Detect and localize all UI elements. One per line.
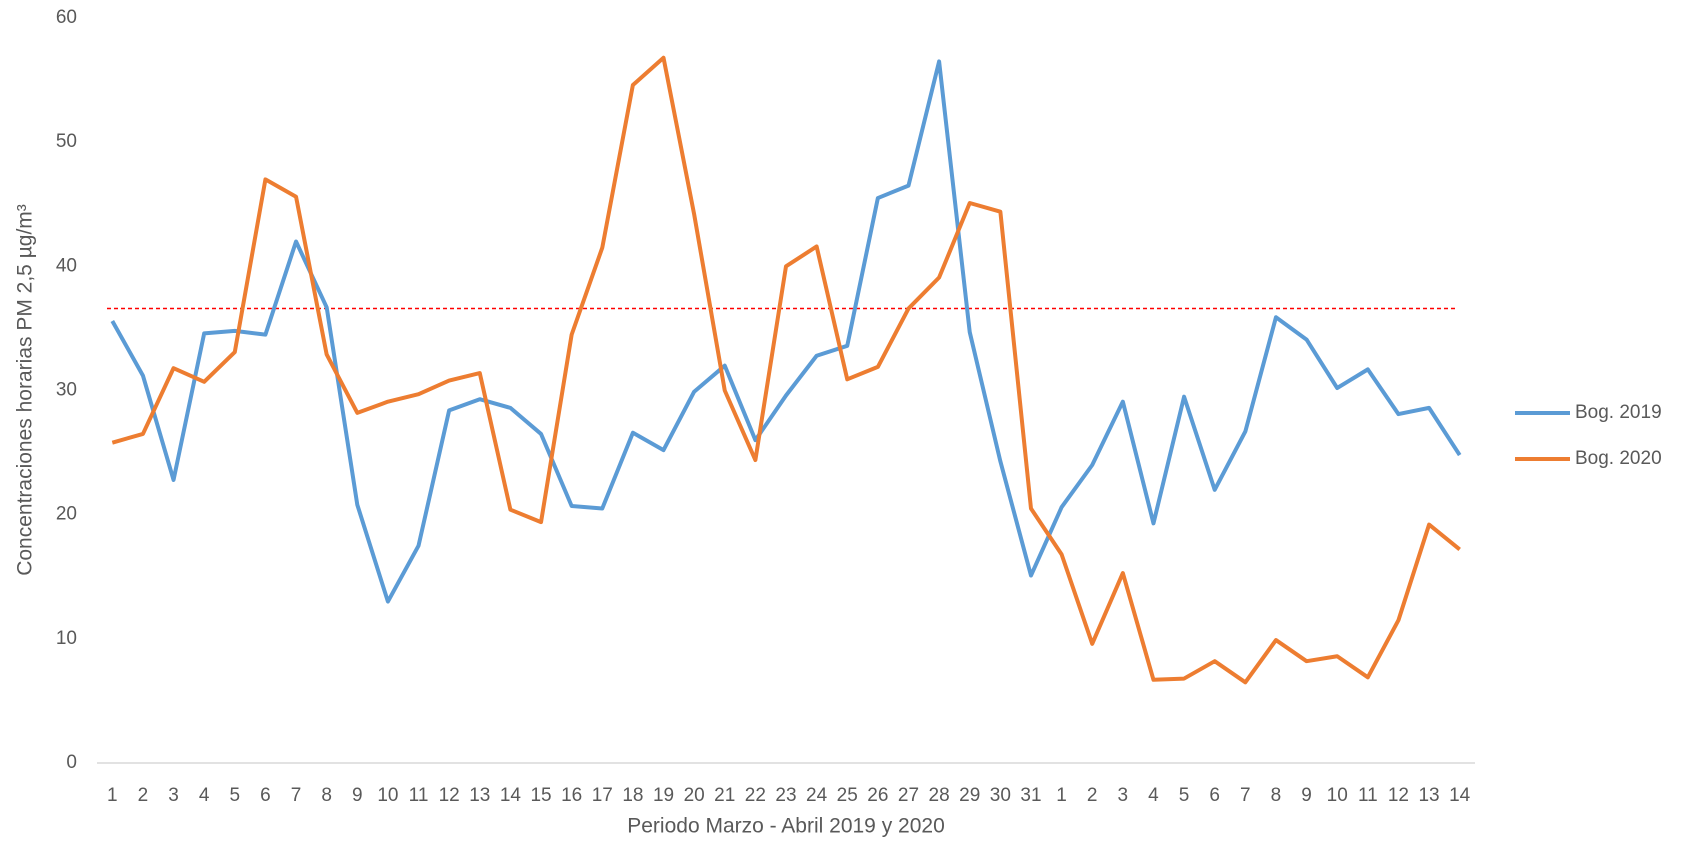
y-axis-title: Concentraciones horarias PM 2,5 µg/m³ [14, 204, 37, 576]
y-tick-label: 0 [66, 752, 77, 773]
legend-label: Bog. 2019 [1575, 402, 1662, 423]
x-tick-label: 5 [230, 785, 241, 806]
x-tick-label: 3 [168, 785, 179, 806]
x-tick-label: 15 [530, 785, 551, 806]
x-tick-label: 12 [439, 785, 460, 806]
x-tick-label: 11 [409, 785, 429, 806]
y-tick-label: 60 [56, 7, 77, 28]
x-tick-label: 11 [1358, 785, 1378, 806]
x-tick-label: 2 [138, 785, 149, 806]
x-tick-label: 26 [867, 785, 888, 806]
x-tick-label: 7 [291, 785, 302, 806]
x-tick-label: 13 [1418, 785, 1439, 806]
x-tick-label: 3 [1118, 785, 1129, 806]
x-tick-label: 21 [714, 785, 735, 806]
x-tick-label: 4 [199, 785, 210, 806]
x-tick-label: 14 [500, 785, 522, 806]
legend-label: Bog. 2020 [1575, 448, 1662, 469]
x-tick-label: 19 [653, 785, 674, 806]
x-tick-label: 18 [622, 785, 643, 806]
x-tick-label: 8 [321, 785, 332, 806]
x-tick-label: 13 [469, 785, 490, 806]
series-line [110, 59, 1462, 604]
x-tick-label: 8 [1271, 785, 1282, 806]
x-tick-label: 25 [837, 785, 858, 806]
x-tick-label: 10 [377, 785, 398, 806]
series-line [111, 55, 1461, 685]
x-tick-label: 12 [1388, 785, 1409, 806]
y-tick-label: 30 [56, 380, 77, 401]
x-tick-label: 17 [592, 785, 613, 806]
x-tick-label: 20 [684, 785, 705, 806]
x-tick-label: 30 [990, 785, 1011, 806]
y-tick-label: 40 [56, 255, 77, 276]
x-tick-label: 7 [1240, 785, 1251, 806]
x-tick-label: 16 [561, 785, 582, 806]
y-tick-label: 50 [56, 131, 77, 152]
x-tick-label: 6 [1209, 785, 1220, 806]
x-tick-label: 27 [898, 785, 919, 806]
x-tick-label: 5 [1179, 785, 1190, 806]
x-tick-label: 22 [745, 785, 766, 806]
x-tick-label: 24 [806, 785, 828, 806]
x-tick-label: 23 [775, 785, 796, 806]
x-tick-label: 29 [959, 785, 980, 806]
x-tick-label: 28 [929, 785, 950, 806]
y-tick-label: 20 [56, 504, 77, 525]
x-tick-label: 6 [260, 785, 271, 806]
x-tick-label: 2 [1087, 785, 1098, 806]
x-tick-label: 9 [1301, 785, 1312, 806]
x-tick-label: 4 [1148, 785, 1159, 806]
y-tick-label: 10 [56, 628, 77, 649]
x-tick-label: 31 [1020, 785, 1041, 806]
x-tick-label: 1 [1056, 785, 1067, 806]
x-tick-label: 9 [352, 785, 363, 806]
x-axis-title: Periodo Marzo - Abril 2019 y 2020 [627, 815, 945, 838]
x-tick-label: 10 [1327, 785, 1348, 806]
x-tick-label: 14 [1449, 785, 1471, 806]
x-tick-label: 1 [107, 785, 118, 806]
